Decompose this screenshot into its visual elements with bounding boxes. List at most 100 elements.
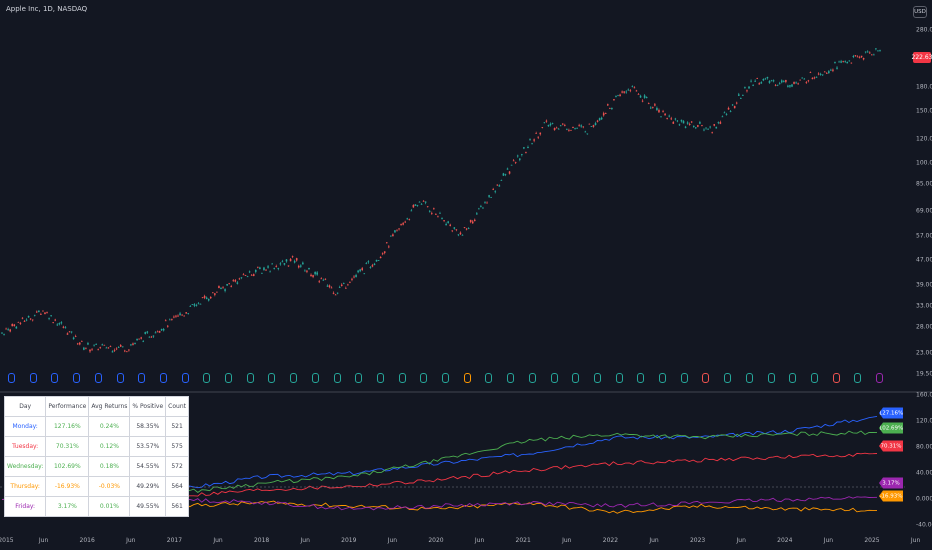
candle-body: [523, 147, 525, 149]
candle-body: [521, 154, 523, 156]
earnings-marker[interactable]: [810, 373, 818, 383]
candle-body: [433, 208, 435, 210]
earnings-marker[interactable]: [463, 373, 471, 383]
candle-body: [570, 129, 572, 131]
earnings-marker[interactable]: [376, 373, 384, 383]
earnings-marker[interactable]: [355, 373, 363, 383]
candle-body: [400, 224, 402, 226]
earnings-marker[interactable]: [593, 373, 601, 383]
candle-body: [60, 322, 63, 324]
earnings-marker[interactable]: [637, 373, 645, 383]
earnings-marker[interactable]: [832, 373, 840, 383]
candle-body: [414, 204, 417, 206]
earnings-marker[interactable]: [159, 373, 167, 383]
candle-body: [449, 224, 452, 226]
earnings-marker[interactable]: [268, 373, 276, 383]
earnings-marker[interactable]: [485, 373, 493, 383]
candle-body: [783, 80, 785, 82]
candle-body: [261, 272, 263, 274]
candle-body: [146, 331, 149, 333]
candle-body: [207, 298, 210, 301]
table-cell-day: Friday:: [3, 496, 47, 517]
candle-body: [711, 132, 713, 134]
time-tick: Jun: [562, 537, 572, 544]
candle-body: [703, 129, 705, 131]
candle-body: [473, 219, 476, 221]
table-cell-count: 561: [165, 496, 189, 517]
earnings-marker[interactable]: [702, 373, 710, 383]
earnings-marker[interactable]: [333, 373, 341, 383]
currency-button[interactable]: USD: [913, 6, 927, 18]
candle-body: [785, 80, 787, 82]
earnings-marker[interactable]: [745, 373, 753, 383]
pane-separator[interactable]: [0, 391, 932, 393]
candle-body: [31, 319, 34, 321]
earnings-marker[interactable]: [29, 373, 37, 383]
candle-body: [480, 206, 482, 208]
earnings-marker[interactable]: [550, 373, 558, 383]
candle-body: [864, 51, 867, 53]
earnings-marker[interactable]: [398, 373, 406, 383]
earnings-marker[interactable]: [442, 373, 449, 383]
candle-body: [117, 347, 120, 348]
candle-body: [25, 319, 28, 321]
end-label: -16.93%: [879, 490, 903, 502]
candle-body: [175, 315, 177, 317]
earnings-marker[interactable]: [615, 373, 623, 383]
candle-body: [29, 318, 32, 320]
earnings-marker[interactable]: [528, 373, 536, 383]
earnings-marker[interactable]: [94, 373, 102, 383]
earnings-marker[interactable]: [116, 373, 124, 383]
earnings-marker[interactable]: [138, 373, 146, 383]
earnings-marker[interactable]: [420, 373, 428, 383]
earnings-marker[interactable]: [876, 373, 883, 383]
candle-body: [420, 203, 423, 205]
earnings-marker[interactable]: [203, 373, 211, 383]
earnings-marker[interactable]: [225, 373, 232, 383]
earnings-marker[interactable]: [680, 373, 688, 383]
candle-body: [514, 162, 517, 163]
candle-body: [150, 336, 153, 338]
earnings-marker[interactable]: [290, 373, 298, 383]
candle-body: [390, 235, 392, 237]
earnings-marker[interactable]: [659, 373, 666, 383]
candle-body: [537, 136, 540, 138]
candle-body: [868, 52, 871, 54]
earnings-marker[interactable]: [311, 373, 319, 383]
candle-body: [623, 91, 625, 93]
earnings-marker[interactable]: [507, 373, 515, 383]
earnings-marker[interactable]: [572, 373, 580, 383]
candle-body: [236, 282, 239, 284]
candle-body: [91, 349, 93, 351]
time-tick: 2025: [864, 537, 880, 544]
earnings-marker[interactable]: [854, 373, 862, 383]
symbol-title[interactable]: Apple Inc, 1D, NASDAQ: [6, 5, 88, 13]
candle-body: [652, 106, 654, 108]
candle-body: [11, 324, 14, 327]
candle-body: [218, 286, 220, 289]
candle-body: [574, 128, 576, 129]
candle-body: [78, 342, 81, 345]
candle-body: [572, 126, 574, 129]
candle-body: [860, 55, 863, 58]
time-tick: Jun: [38, 537, 49, 544]
earnings-marker[interactable]: [767, 373, 775, 383]
earnings-marker[interactable]: [181, 373, 189, 383]
candle-body: [259, 267, 261, 269]
earnings-marker[interactable]: [246, 373, 254, 383]
table-cell-pos: 58.35%: [129, 416, 167, 437]
earnings-marker[interactable]: [789, 373, 797, 383]
earnings-marker[interactable]: [51, 373, 59, 383]
candle-body: [379, 256, 382, 259]
candle-body: [631, 85, 634, 87]
candle-body: [52, 322, 54, 323]
earnings-marker[interactable]: [8, 373, 15, 383]
candle-body: [617, 95, 619, 97]
candle-body: [216, 291, 218, 293]
candle-body: [342, 283, 345, 284]
earnings-marker[interactable]: [724, 373, 732, 383]
candle-body: [873, 54, 875, 56]
candle-body: [584, 131, 587, 133]
earnings-marker[interactable]: [73, 373, 81, 383]
candle-body: [606, 104, 609, 106]
